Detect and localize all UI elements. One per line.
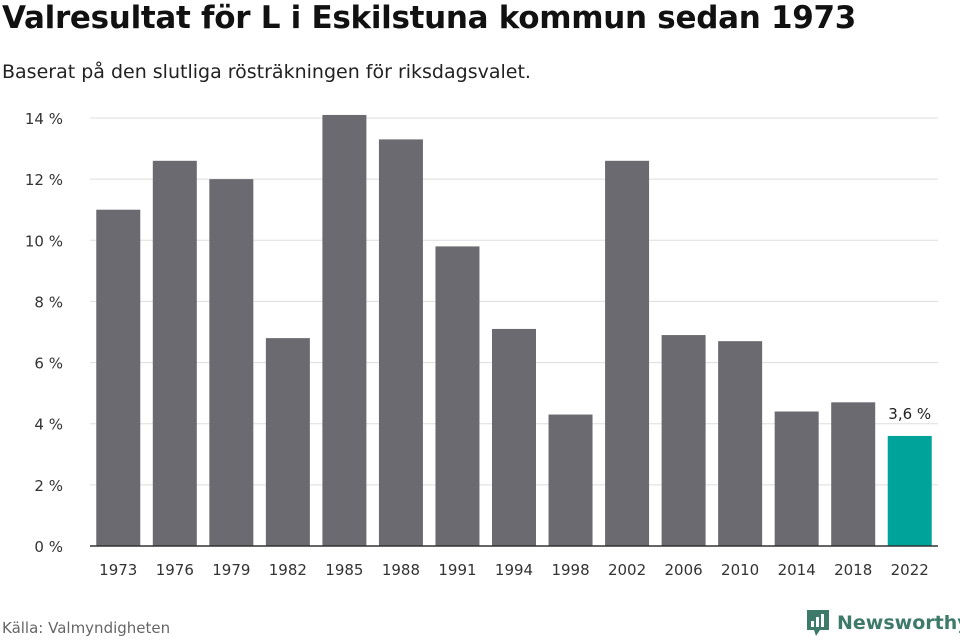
x-tick-label: 2018 — [834, 561, 872, 579]
y-tick-label: 6 % — [34, 355, 63, 373]
bar-1973 — [96, 209, 141, 546]
x-tick-label: 1982 — [269, 561, 307, 579]
source-note: Källa: Valmyndigheten — [2, 619, 171, 637]
y-axis-tick-labels: 0 % 2 % 4 % 6 % 8 % 10 % 12 % 14 % — [25, 110, 63, 556]
bar-1988 — [378, 139, 423, 546]
y-tick-label: 4 % — [34, 416, 63, 434]
x-tick-label: 1994 — [495, 561, 533, 579]
bar-2018 — [831, 402, 876, 546]
x-tick-label: 1973 — [99, 561, 137, 579]
chart-title: Valresultat för L i Eskilstuna kommun se… — [2, 0, 857, 36]
x-tick-label: 1988 — [382, 561, 420, 579]
y-tick-label: 0 % — [34, 538, 63, 556]
x-tick-label: 1991 — [438, 561, 476, 579]
bar-1991 — [435, 246, 480, 546]
data-label: 3,6 % — [888, 405, 931, 423]
x-tick-label: 2002 — [608, 561, 646, 579]
y-tick-label: 12 % — [25, 171, 63, 189]
bar-1976 — [152, 160, 197, 547]
y-tick-label: 8 % — [34, 293, 63, 311]
x-axis-tick-labels: 1973 1976 1979 1982 1985 1988 1991 1994 1998 2002… — [99, 561, 929, 579]
brand-name: Newsworthy — [837, 612, 960, 634]
x-tick-label: 1998 — [551, 561, 589, 579]
bar-2002 — [605, 160, 650, 547]
x-tick-label: 1976 — [156, 561, 194, 579]
bar-1985 — [322, 114, 367, 546]
bar-2022 — [887, 435, 932, 546]
x-tick-label: 2022 — [891, 561, 929, 579]
bar-2014 — [774, 411, 819, 546]
bar-1998 — [548, 414, 593, 546]
bar-1982 — [265, 338, 310, 546]
x-tick-label: 1979 — [212, 561, 250, 579]
brand: Newsworthy — [805, 608, 960, 638]
chart-subtitle: Baserat på den slutliga rösträkningen fö… — [2, 61, 531, 83]
y-tick-label: 10 % — [25, 232, 63, 250]
bar-chart: 0 % 2 % 4 % 6 % 8 % 10 % 12 % 14 % 1973 1976 1979… — [25, 110, 938, 579]
x-tick-label: 2006 — [665, 561, 703, 579]
x-tick-label: 1985 — [325, 561, 363, 579]
newsworthy-logo-icon — [807, 610, 829, 636]
bar-1994 — [492, 328, 536, 546]
x-tick-label: 2010 — [721, 561, 759, 579]
bars — [96, 114, 932, 547]
y-tick-label: 14 % — [25, 110, 63, 128]
bar-2010 — [718, 341, 763, 546]
x-tick-label: 2014 — [778, 561, 816, 579]
data-labels: 3,6 % — [888, 405, 931, 423]
bar-1979 — [209, 179, 254, 546]
bar-2006 — [661, 335, 706, 546]
y-tick-label: 2 % — [34, 477, 63, 495]
